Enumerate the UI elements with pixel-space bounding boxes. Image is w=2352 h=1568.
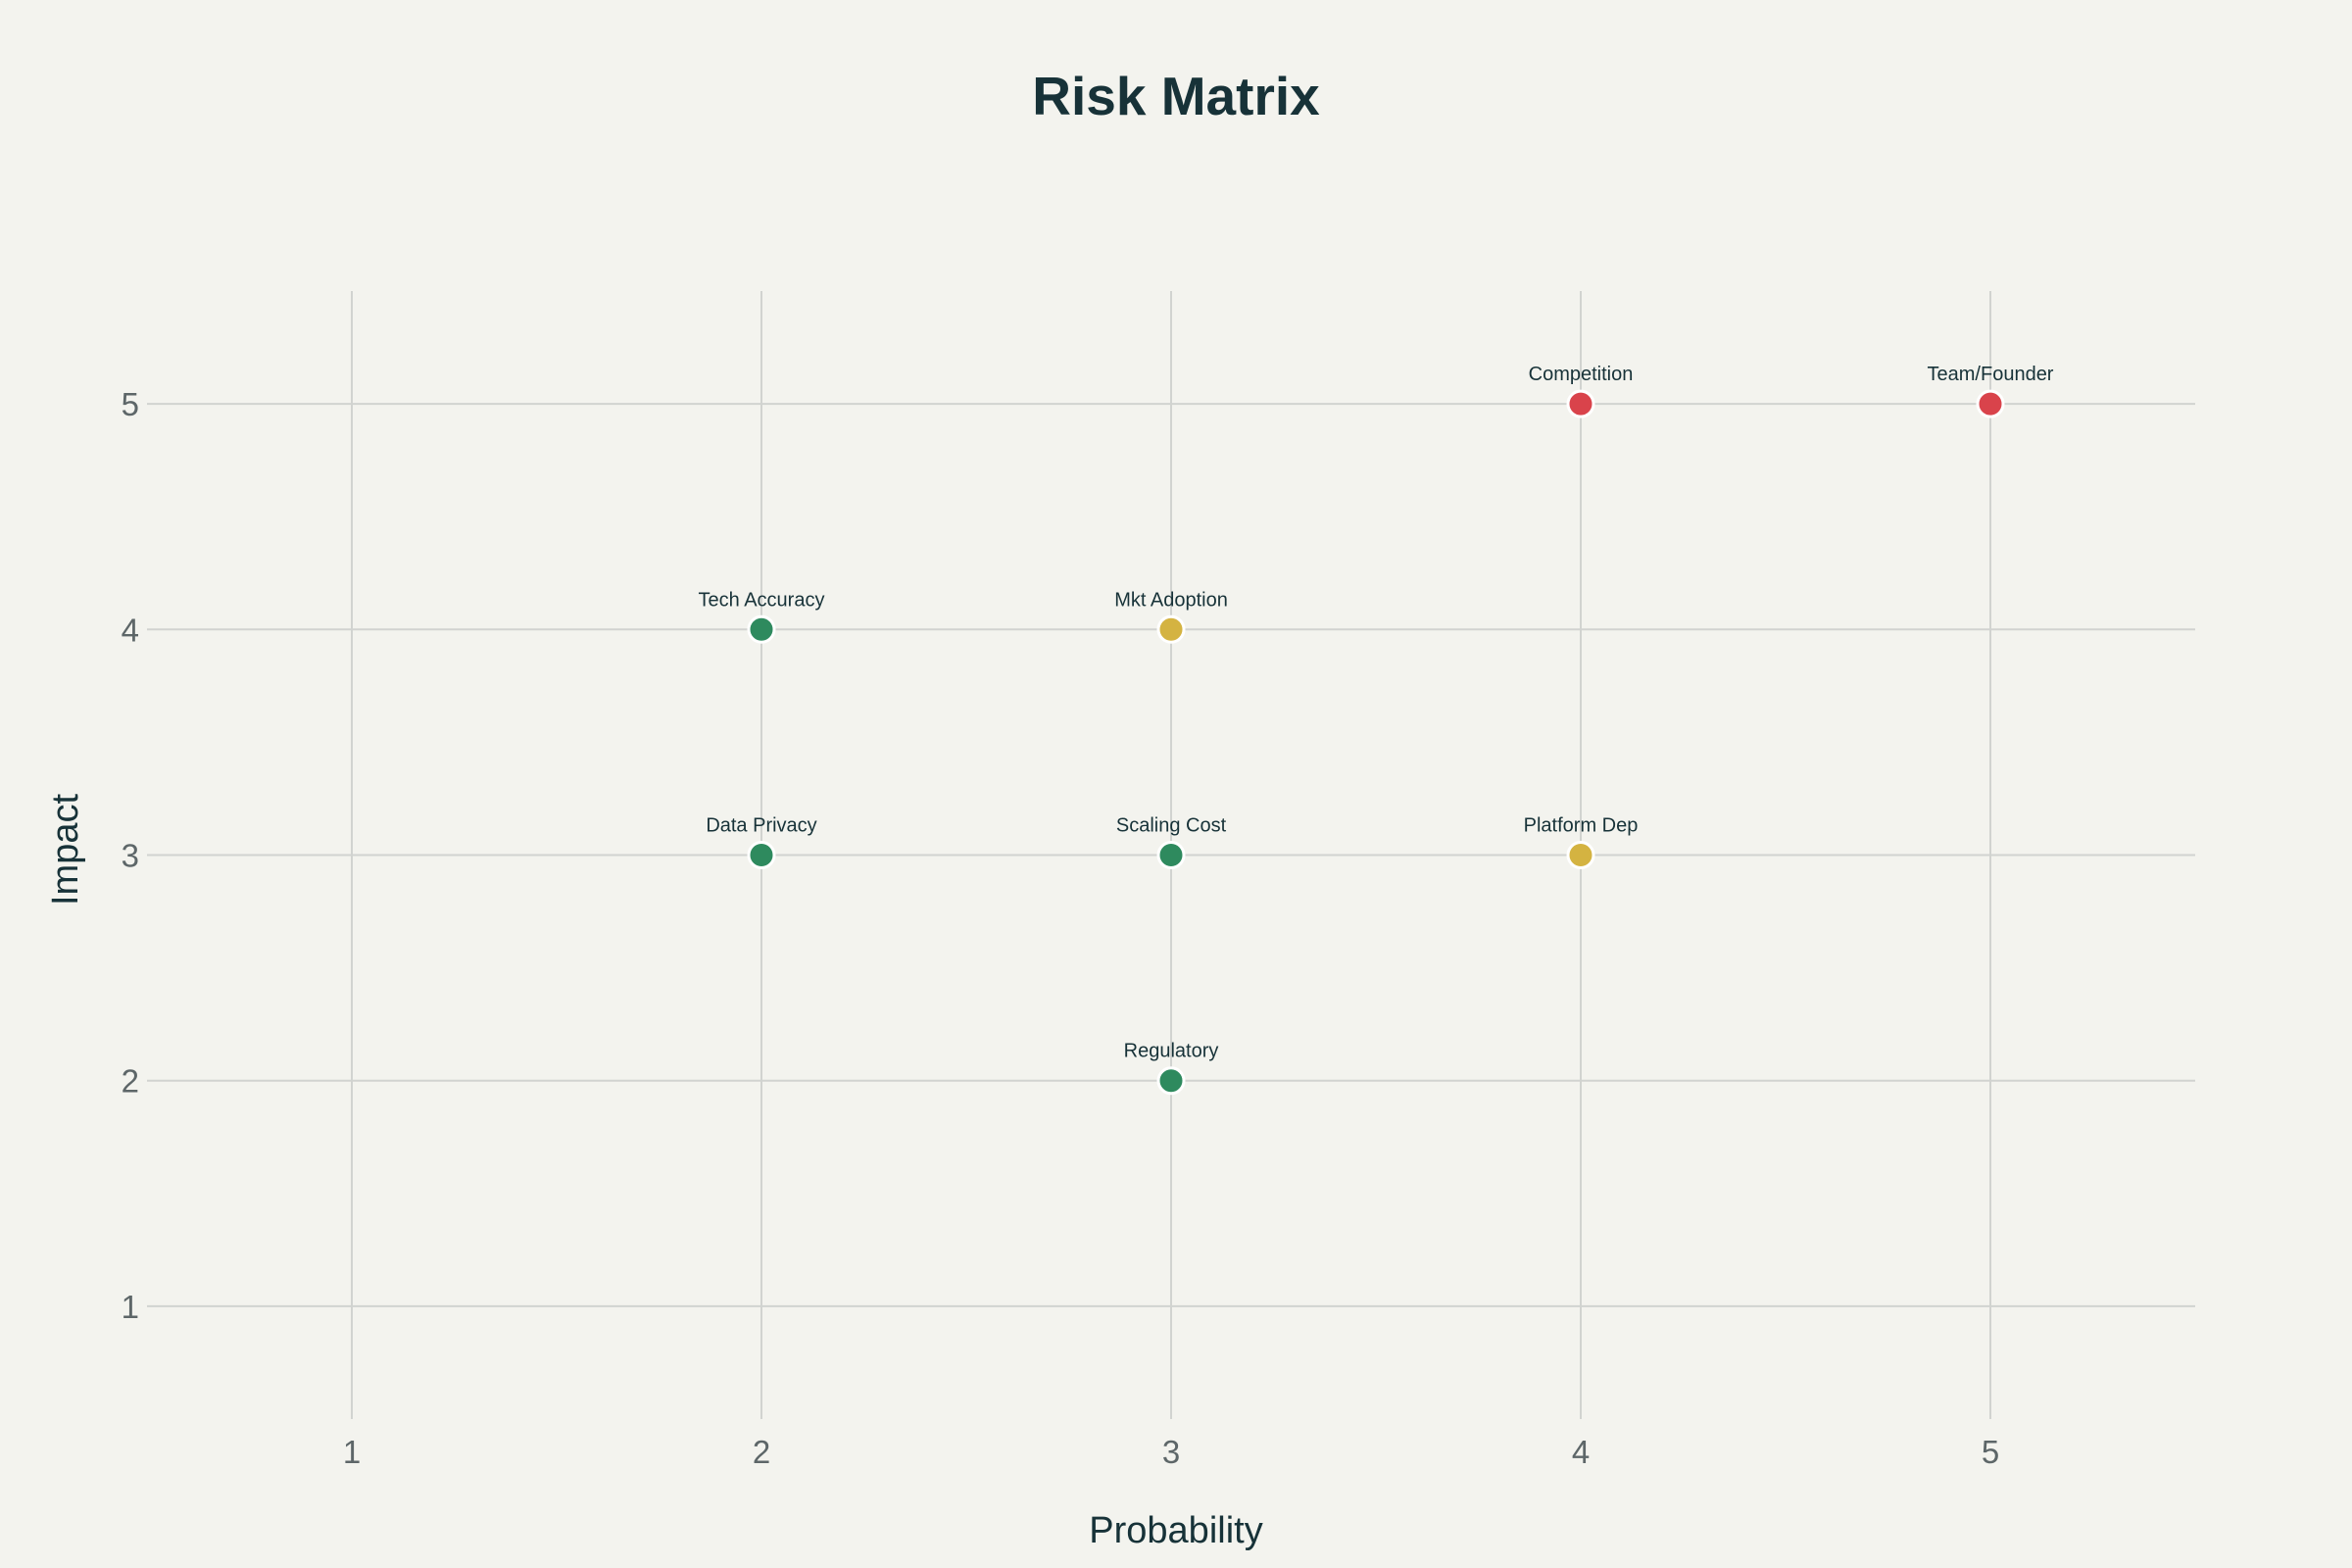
risk-point-label: Scaling Cost [1116, 815, 1227, 837]
x-tick-label: 4 [1572, 1434, 1590, 1470]
chart-title: Risk Matrix [1032, 66, 1320, 126]
risk-point[interactable] [1566, 389, 1595, 418]
risk-point-label: Competition [1529, 364, 1634, 385]
x-axis-title: Probability [1089, 1510, 1262, 1551]
risk-point-label: Regulatory [1124, 1041, 1219, 1062]
risk-point[interactable] [1976, 389, 2005, 418]
risk-point-label: Tech Accuracy [699, 589, 825, 611]
y-tick-label: 5 [122, 386, 139, 422]
risk-point[interactable] [747, 614, 776, 644]
risk-point[interactable] [1156, 841, 1186, 869]
risk-point-label: Data Privacy [706, 815, 816, 837]
y-tick-label: 3 [122, 838, 139, 874]
risk-point[interactable] [1156, 1066, 1186, 1096]
risk-point[interactable] [747, 841, 776, 869]
risk-point-label: Platform Dep [1524, 815, 1639, 837]
tick-labels: 1 2 3 4 5 1 2 3 4 5 [122, 386, 2000, 1470]
y-tick-label: 2 [122, 1063, 139, 1100]
y-tick-label: 4 [122, 612, 139, 648]
y-axis-title: Impact [45, 794, 86, 906]
x-tick-label: 2 [753, 1434, 770, 1470]
risk-point-label: Mkt Adoption [1114, 589, 1228, 611]
point-labels: Competition Team/Founder Tech Accuracy Mkt … [699, 364, 2054, 1062]
x-tick-label: 5 [1982, 1434, 1999, 1470]
risk-point-label: Team/Founder [1928, 364, 2054, 385]
y-tick-label: 1 [122, 1289, 139, 1325]
data-points [747, 389, 2005, 1096]
risk-point[interactable] [1566, 841, 1595, 869]
risk-point[interactable] [1156, 614, 1186, 644]
x-tick-label: 3 [1162, 1434, 1180, 1470]
x-tick-label: 1 [343, 1434, 361, 1470]
